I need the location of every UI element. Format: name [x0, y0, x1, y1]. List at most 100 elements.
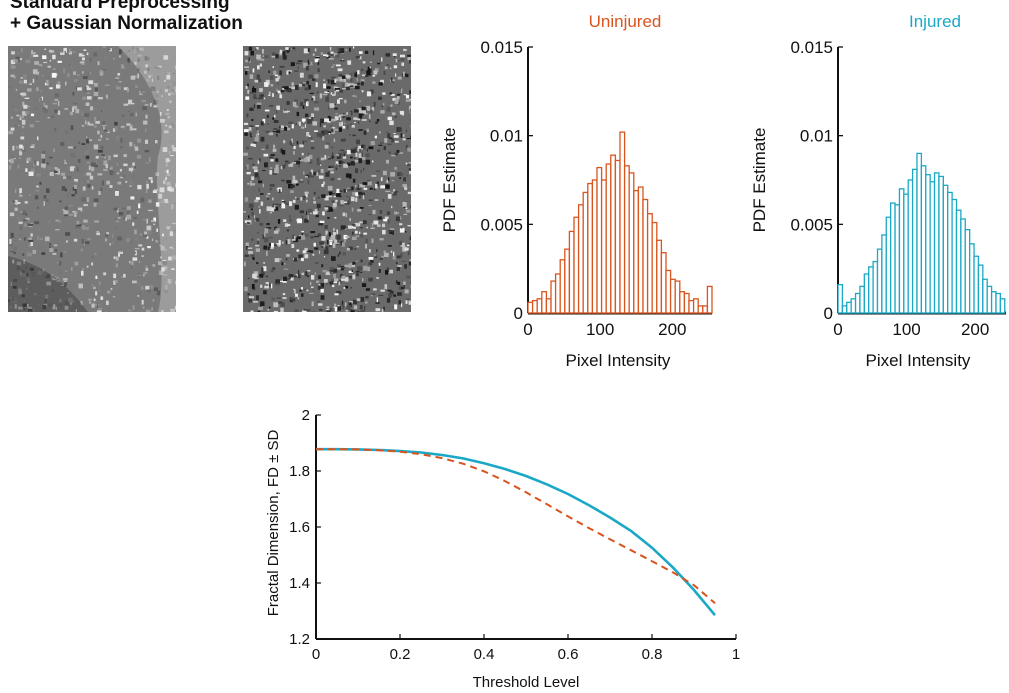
y-tick-label: 0: [514, 304, 523, 323]
histogram-bar: [679, 291, 686, 314]
histogram-bar: [614, 159, 621, 314]
uninjured-xlabel: Pixel Intensity: [566, 351, 671, 370]
histogram-bar: [885, 216, 892, 314]
histogram-bar: [706, 285, 713, 314]
histogram-bar: [600, 179, 607, 314]
histogram-bar: [903, 193, 909, 314]
histogram-bar: [637, 186, 644, 314]
uninjured-ylabel: PDF Estimate: [440, 128, 459, 233]
x-tick-label: 200: [961, 320, 989, 339]
x-tick-label: 0: [312, 646, 320, 663]
y-tick-label: 0: [824, 304, 833, 323]
figure-title-line-2: + Gaussian Normalization: [10, 13, 243, 34]
histogram-bar: [545, 298, 552, 314]
histogram-bar: [995, 292, 1002, 314]
histogram-bar: [646, 213, 653, 314]
histogram-bar: [605, 163, 612, 314]
histogram-bar: [925, 174, 931, 314]
x-tick-label: 200: [658, 320, 686, 339]
histogram-bar: [951, 198, 958, 314]
histogram-bar: [550, 280, 557, 314]
histogram-bar: [623, 165, 630, 314]
injured-histogram: Injured PDF Estimate Pixel Intensity 0 0.…: [750, 12, 1006, 370]
histogram-bar: [697, 305, 704, 314]
histogram-bar: [990, 291, 997, 314]
histogram-bar: [986, 285, 993, 314]
injured-ylabel: PDF Estimate: [750, 128, 769, 233]
histogram-bar: [872, 260, 879, 314]
x-tick-label: 100: [586, 320, 614, 339]
histogram-bar: [559, 259, 566, 314]
histogram-bar: [863, 273, 870, 314]
y-tick-label: 1.8: [289, 463, 310, 480]
y-tick-label: 1.4: [289, 575, 310, 592]
histogram-bar: [577, 204, 584, 314]
histogram-bar: [669, 278, 676, 314]
y-tick-label: 0.01: [490, 127, 523, 146]
uninjured-title: Uninjured: [589, 12, 662, 31]
histogram-bar: [628, 172, 635, 314]
histogram-bar: [916, 152, 923, 314]
x-tick-label: 0: [523, 320, 532, 339]
uninjured-histogram: Uninjured PDF Estimate Pixel Intensity 0…: [440, 12, 713, 370]
uninjured-fd-line: [316, 448, 716, 604]
histogram-bar: [591, 179, 598, 314]
histogram-bar: [890, 202, 896, 314]
x-tick-label: 0.4: [474, 646, 495, 663]
histogram-bar: [942, 184, 949, 314]
histogram-bar: [894, 204, 901, 314]
y-tick-label: 0.01: [800, 127, 833, 146]
injured-title: Injured: [909, 12, 961, 31]
injured-micrograph: [243, 46, 411, 312]
histogram-bar: [527, 301, 534, 314]
x-tick-label: 1: [732, 646, 740, 663]
histogram-bar: [642, 198, 649, 314]
uninjured-micrograph: [8, 46, 176, 312]
histogram-bar: [977, 264, 984, 314]
histogram-bar: [933, 172, 940, 314]
histogram-bar: [955, 209, 962, 314]
histogram-bar: [969, 243, 975, 314]
y-tick-label: 2: [302, 407, 310, 424]
x-tick-label: 0.8: [642, 646, 663, 663]
histogram-bar: [960, 218, 966, 314]
histogram-bar: [982, 278, 988, 314]
injured-xlabel: Pixel Intensity: [866, 351, 971, 370]
fd-xlabel: Threshold Level: [473, 674, 580, 691]
histogram-bar: [656, 239, 663, 314]
histogram-bar: [859, 285, 865, 314]
histogram-bar: [938, 175, 944, 314]
histogram-bar: [841, 305, 848, 314]
histogram-bar: [683, 292, 690, 314]
histogram-bar: [573, 216, 580, 314]
y-tick-label: 1.6: [289, 519, 310, 536]
histogram-bar: [610, 154, 617, 314]
histogram-bar: [531, 299, 538, 314]
fd-ylabel: Fractal Dimension, FD ± SD: [265, 430, 282, 617]
histogram-bar: [596, 166, 603, 314]
histogram-bar: [964, 229, 971, 314]
histogram-bar: [868, 266, 874, 314]
histogram-bar: [854, 292, 861, 314]
histogram-bar: [999, 298, 1006, 314]
x-tick-label: 0.2: [390, 646, 411, 663]
histogram-bar: [846, 301, 852, 314]
histogram-bar: [587, 182, 594, 314]
y-tick-label: 0.005: [790, 215, 833, 234]
fractal-dimension-chart: Fractal Dimension, FD ± SD Threshold Lev…: [265, 407, 740, 691]
injured-fd-line: [316, 447, 716, 617]
y-tick-label: 0.005: [480, 215, 523, 234]
histogram-bar: [536, 298, 543, 314]
histogram-bar: [876, 248, 883, 314]
histogram-bar: [660, 252, 667, 314]
histogram-bar: [692, 298, 699, 314]
histogram-bar: [973, 255, 980, 314]
histogram-bar: [688, 299, 695, 314]
histogram-bar: [619, 131, 626, 314]
y-tick-label: 0.015: [480, 38, 523, 57]
y-tick-label: 1.2: [289, 631, 310, 648]
histogram-bar: [702, 305, 709, 314]
figure-title-line-1: Standard Preprocessing: [10, 0, 230, 13]
x-tick-label: 0.6: [558, 646, 579, 663]
histogram-bar: [564, 248, 571, 314]
